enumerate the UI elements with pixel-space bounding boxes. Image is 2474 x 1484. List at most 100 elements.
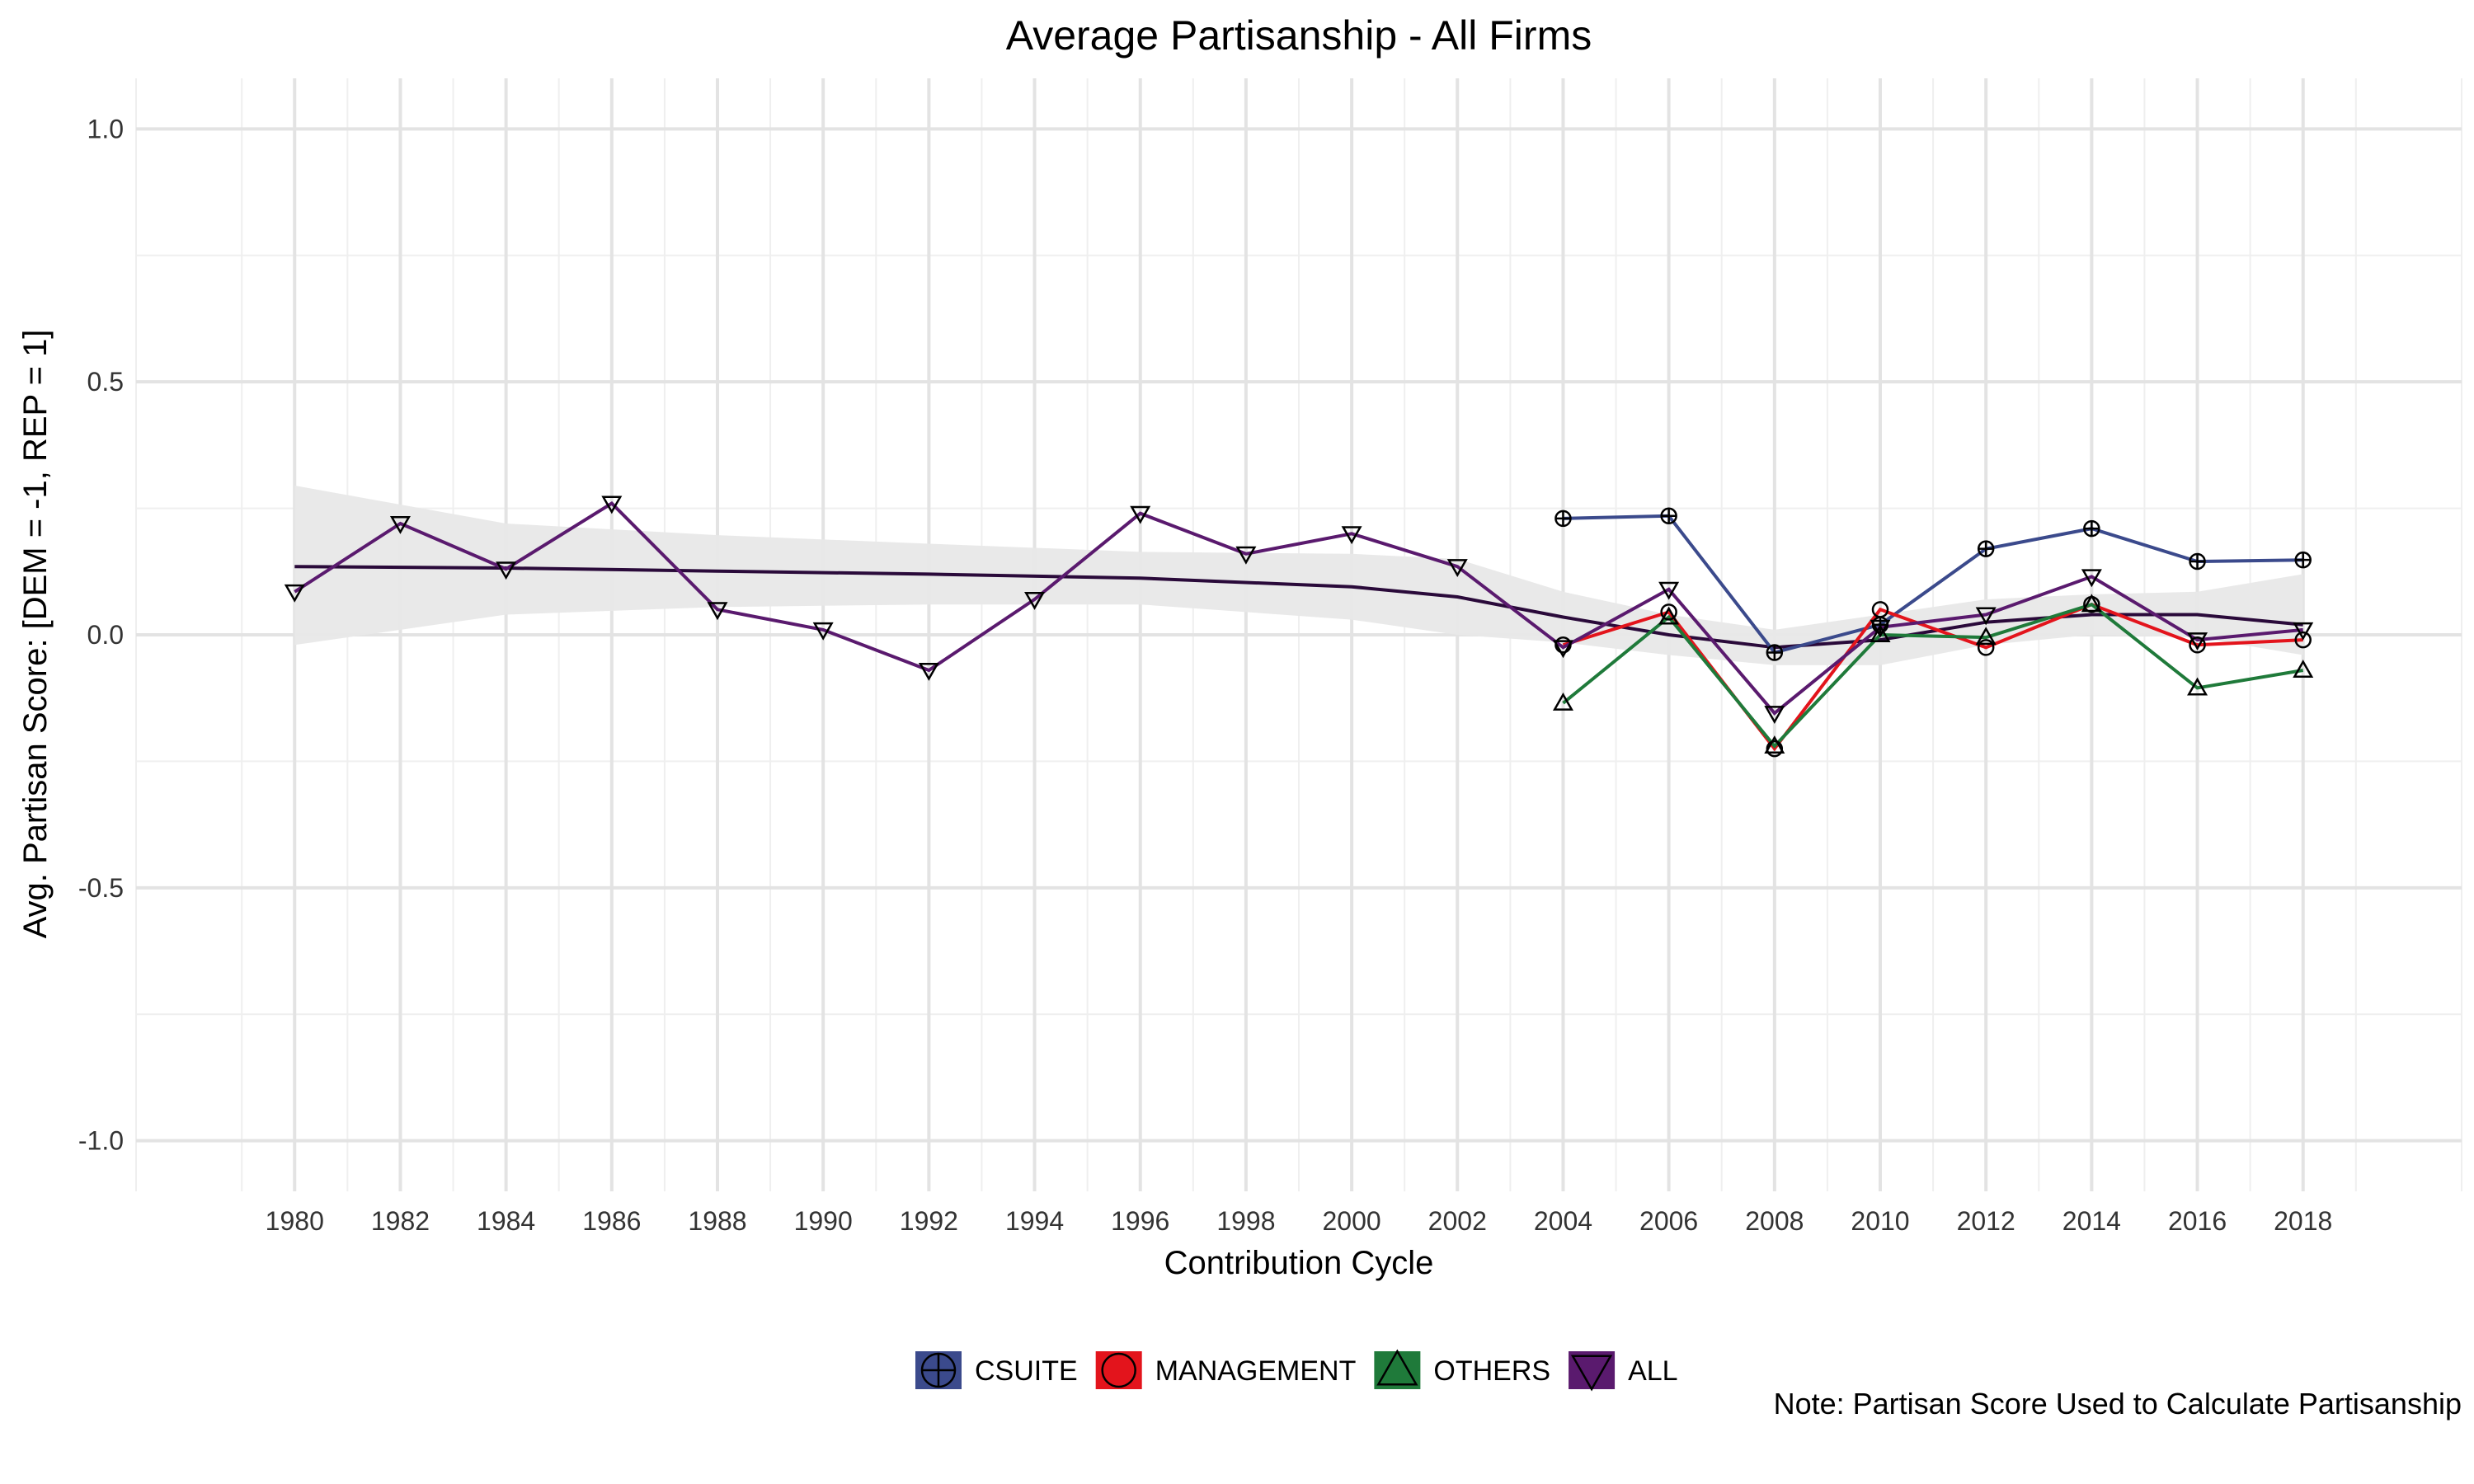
series-line-others <box>1562 602 2304 749</box>
x-tick-label: 2000 <box>1322 1206 1380 1236</box>
y-tick-label: 1.0 <box>87 114 124 143</box>
marker-triangle-down <box>1570 1355 1613 1392</box>
data-point-csuite-legend <box>920 1352 957 1388</box>
data-point-csuite <box>2189 552 2206 571</box>
data-point-management <box>1871 601 1889 618</box>
data-point-all <box>918 662 939 681</box>
marker-triangle-up <box>2293 660 2314 678</box>
marker-triangle-down <box>496 561 517 580</box>
legend-item-all: ALL <box>1569 1351 1678 1392</box>
data-point-all <box>1341 526 1362 545</box>
marker-triangle-down <box>1341 526 1362 545</box>
y-tick-label: -0.5 <box>78 873 124 903</box>
data-point-all <box>707 602 728 621</box>
data-point-csuite <box>1660 507 1677 525</box>
data-point-all <box>1130 505 1151 524</box>
x-tick-label: 2016 <box>2168 1206 2227 1236</box>
caption-note: Note: Partisan Score Used to Calculate P… <box>1774 1387 2462 1421</box>
marker-triangle-up <box>2187 677 2208 696</box>
legend-item-others: OTHERS <box>1374 1349 1550 1389</box>
data-point-all <box>284 584 305 603</box>
data-point-all <box>1658 581 1680 600</box>
data-point-management <box>2294 631 2312 649</box>
data-point-others <box>1552 692 1573 711</box>
data-point-csuite <box>1766 644 1784 661</box>
x-tick-label: 2018 <box>2274 1206 2332 1236</box>
x-tick-label: 1984 <box>477 1206 535 1236</box>
data-point-all-legend <box>1570 1355 1613 1392</box>
data-point-others <box>1870 624 1891 643</box>
data-point-others <box>1975 627 1997 646</box>
y-tick-label: 0.0 <box>87 620 124 650</box>
x-tick-label: 1998 <box>1216 1206 1275 1236</box>
data-point-all <box>2187 632 2208 651</box>
marker-triangle-up <box>1975 627 1997 646</box>
x-tick-label: 1996 <box>1111 1206 1169 1236</box>
marker-circle <box>1871 601 1889 618</box>
marker-triangle-down <box>284 584 305 603</box>
marker-triangle-down <box>918 662 939 681</box>
marker-triangle-down <box>2293 622 2314 641</box>
series-line-all <box>294 500 2303 716</box>
data-point-all <box>1552 640 1573 659</box>
x-tick-label: 2012 <box>1957 1206 2015 1236</box>
marker-triangle-up <box>2081 594 2102 613</box>
marker-circle <box>1660 603 1677 621</box>
data-point-all <box>1446 559 1468 578</box>
data-point-all <box>2081 569 2102 588</box>
legend-item-csuite: CSUITE <box>915 1351 1078 1389</box>
grid-major <box>136 78 2462 1191</box>
marker-triangle-down <box>601 495 623 514</box>
marker-circle <box>1977 639 1995 656</box>
marker-triangle-down <box>1235 546 1257 565</box>
y-tick-label: -1.0 <box>78 1126 124 1156</box>
series-line-management <box>1562 603 2303 752</box>
marker-triangle-up <box>1376 1349 1418 1386</box>
marker-triangle-down <box>1975 607 1997 626</box>
marker-circle <box>2294 631 2312 649</box>
y-tick-label: 0.5 <box>87 367 124 397</box>
marker-triangle-down <box>389 515 411 534</box>
data-point-management <box>2189 636 2206 654</box>
data-point-management <box>1977 639 1995 656</box>
data-point-all <box>1764 706 1785 724</box>
marker-triangle-down <box>707 602 728 621</box>
data-point-csuite <box>1977 540 1995 557</box>
legend-label-all: ALL <box>1628 1355 1678 1387</box>
series-lines <box>294 500 2304 752</box>
data-point-others <box>1764 735 1785 754</box>
marker-triangle-down <box>1446 559 1468 578</box>
data-point-all <box>1975 607 1997 626</box>
y-axis-label: Avg. Partisan Score: [DEM = -1, REP = 1] <box>17 330 54 939</box>
data-point-all <box>389 515 411 534</box>
data-point-csuite <box>2083 519 2100 538</box>
data-point-others <box>1658 606 1680 625</box>
x-tick-label: 2004 <box>1534 1206 1592 1236</box>
x-tick-label: 1990 <box>794 1206 853 1236</box>
x-tick-label: 1982 <box>371 1206 430 1236</box>
x-tick-label: 2010 <box>1851 1206 1909 1236</box>
marker-circle <box>2189 636 2206 654</box>
marker-triangle-down <box>1658 581 1680 600</box>
data-point-all <box>496 561 517 580</box>
data-point-all <box>1870 619 1891 638</box>
legend-label-others: OTHERS <box>1433 1355 1550 1387</box>
x-tick-label: 2014 <box>2062 1206 2121 1236</box>
marker-triangle-down <box>812 622 834 641</box>
x-tick-labels: 1980 1982 1984 1986 1988 1990 1992 1994 1996 1998… <box>266 1206 2333 1236</box>
data-point-others <box>2293 660 2314 678</box>
data-point-all <box>2293 622 2314 641</box>
data-point-others-legend <box>1376 1349 1418 1386</box>
marker-triangle-down <box>1870 619 1891 638</box>
data-point-management-legend <box>1101 1352 1136 1388</box>
chart-title: Average Partisanship - All Firms <box>1006 12 1592 59</box>
data-point-all <box>1024 592 1046 610</box>
marker-triangle-up <box>1552 692 1573 711</box>
x-tick-label: 1980 <box>266 1206 324 1236</box>
data-point-all <box>1235 546 1257 565</box>
marker-triangle-up <box>1870 624 1891 643</box>
x-tick-label: 1988 <box>688 1206 746 1236</box>
marker-triangle-down <box>1130 505 1151 524</box>
series-points <box>284 495 2314 758</box>
